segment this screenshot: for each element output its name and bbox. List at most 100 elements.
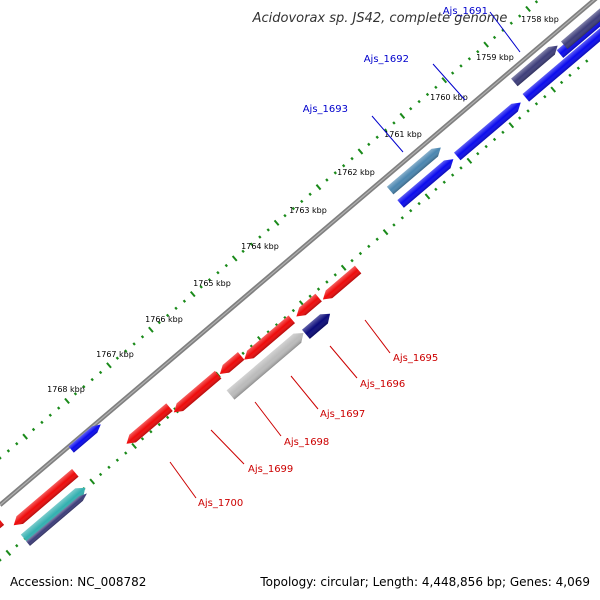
major-tick bbox=[483, 41, 489, 48]
minor-tick bbox=[216, 270, 220, 275]
minor-tick bbox=[367, 244, 371, 249]
minor-tick bbox=[434, 85, 438, 90]
minor-tick bbox=[107, 465, 111, 470]
gene-label[interactable]: Ajs_1698 bbox=[284, 437, 329, 448]
gene-label[interactable]: Ajs_1697 bbox=[320, 409, 365, 420]
gene-label[interactable]: Ajs_1696 bbox=[360, 379, 405, 390]
minor-tick bbox=[568, 73, 572, 77]
gene-arrow[interactable] bbox=[561, 3, 600, 50]
major-tick bbox=[273, 219, 280, 226]
minor-tick bbox=[383, 128, 388, 132]
gene-arrow[interactable] bbox=[68, 421, 104, 453]
leader-line bbox=[329, 345, 358, 379]
major-tick bbox=[5, 549, 12, 556]
major-tick bbox=[189, 290, 196, 298]
minor-tick bbox=[149, 429, 153, 434]
gene-arrow[interactable] bbox=[302, 309, 334, 339]
major-tick bbox=[64, 397, 70, 405]
minor-tick bbox=[518, 116, 522, 120]
outer-tick-ring bbox=[0, 0, 539, 460]
major-tick bbox=[22, 433, 28, 440]
gene-arrow-shade bbox=[20, 487, 86, 544]
gene-label[interactable]: Ajs_1700 bbox=[198, 498, 243, 509]
minor-tick bbox=[417, 201, 421, 206]
gene-arrow-shade bbox=[0, 517, 5, 532]
gene-arrow[interactable] bbox=[397, 155, 456, 208]
leader-line bbox=[169, 461, 197, 499]
gene-label[interactable]: Ajs_1692 bbox=[364, 54, 409, 65]
gene-arrow[interactable] bbox=[511, 42, 561, 87]
gene-arrow-shade bbox=[302, 313, 331, 339]
gene-arrow[interactable] bbox=[217, 352, 245, 378]
minor-tick bbox=[0, 558, 2, 562]
minor-tick bbox=[358, 251, 363, 256]
minor-tick bbox=[333, 273, 337, 277]
minor-tick bbox=[98, 370, 103, 375]
gene-arrow[interactable] bbox=[226, 328, 308, 400]
gene-label[interactable]: Ajs_1695 bbox=[393, 353, 438, 364]
map-title: Acidovorax sp. JS42, complete genome bbox=[252, 11, 508, 26]
minor-tick bbox=[165, 415, 170, 420]
minor-tick bbox=[425, 92, 430, 97]
minor-tick bbox=[442, 180, 446, 184]
gene-arrow[interactable] bbox=[386, 144, 444, 195]
minor-tick bbox=[182, 299, 187, 303]
genome-summary-text: Topology: circular; Length: 4,448,856 bp… bbox=[259, 575, 590, 589]
minor-tick bbox=[174, 306, 178, 311]
gene-label[interactable]: Ajs_1691 bbox=[443, 6, 488, 17]
minor-tick bbox=[501, 130, 505, 135]
gene-arrow[interactable] bbox=[171, 370, 222, 416]
minor-tick bbox=[224, 263, 228, 268]
leader-line bbox=[364, 319, 391, 354]
major-tick bbox=[550, 86, 557, 93]
gene-arrow[interactable] bbox=[522, 22, 600, 102]
tick-label: 1765 kbp bbox=[193, 279, 231, 288]
minor-tick bbox=[283, 213, 287, 218]
gene-arrow[interactable] bbox=[293, 293, 322, 321]
gene-arrow[interactable] bbox=[123, 403, 173, 447]
minor-tick bbox=[165, 313, 170, 318]
gene-arrow-shade bbox=[219, 352, 245, 375]
gene-arrow[interactable] bbox=[20, 483, 89, 544]
minor-tick bbox=[308, 192, 312, 196]
gene-leader-lines bbox=[169, 11, 521, 499]
minor-tick bbox=[492, 35, 497, 40]
gene-arrow[interactable] bbox=[320, 265, 362, 304]
minor-tick bbox=[476, 152, 480, 156]
tick-label: 1764 kbp bbox=[241, 242, 279, 251]
gene-arrow-shade bbox=[454, 102, 521, 161]
tick-label: 1760 kbp bbox=[430, 93, 468, 102]
minor-tick bbox=[31, 427, 36, 432]
major-tick bbox=[106, 362, 112, 369]
gene-arrow[interactable] bbox=[26, 491, 89, 546]
gene-arrow-shade bbox=[68, 424, 101, 453]
major-tick bbox=[357, 148, 364, 155]
minor-tick bbox=[492, 137, 497, 142]
gene-arrow[interactable] bbox=[241, 315, 295, 364]
gene-label[interactable]: Ajs_1693 bbox=[303, 104, 348, 115]
minor-tick bbox=[476, 50, 480, 54]
gene-arrow[interactable] bbox=[454, 99, 524, 161]
gene-label[interactable]: Ajs_1699 bbox=[248, 464, 293, 475]
minor-tick bbox=[124, 349, 128, 353]
minor-tick bbox=[249, 242, 254, 246]
gene-arrow-shade bbox=[26, 493, 87, 546]
minor-tick bbox=[450, 173, 455, 177]
minor-tick bbox=[132, 342, 136, 346]
minor-tick bbox=[501, 28, 505, 33]
minor-tick bbox=[450, 71, 455, 75]
minor-tick bbox=[73, 392, 78, 396]
minor-tick bbox=[98, 472, 103, 477]
gene-arrow[interactable] bbox=[10, 468, 79, 529]
major-tick bbox=[508, 122, 515, 129]
gene-arrow-shade bbox=[397, 159, 454, 208]
minor-tick bbox=[82, 385, 86, 389]
minor-tick bbox=[392, 121, 396, 125]
gene-arrow[interactable] bbox=[0, 517, 5, 535]
minor-tick bbox=[467, 57, 472, 61]
minor-tick bbox=[534, 102, 539, 106]
minor-tick bbox=[543, 94, 547, 99]
minor-tick bbox=[157, 422, 161, 427]
minor-tick bbox=[115, 458, 120, 462]
gene-arrow-shade bbox=[522, 26, 600, 102]
